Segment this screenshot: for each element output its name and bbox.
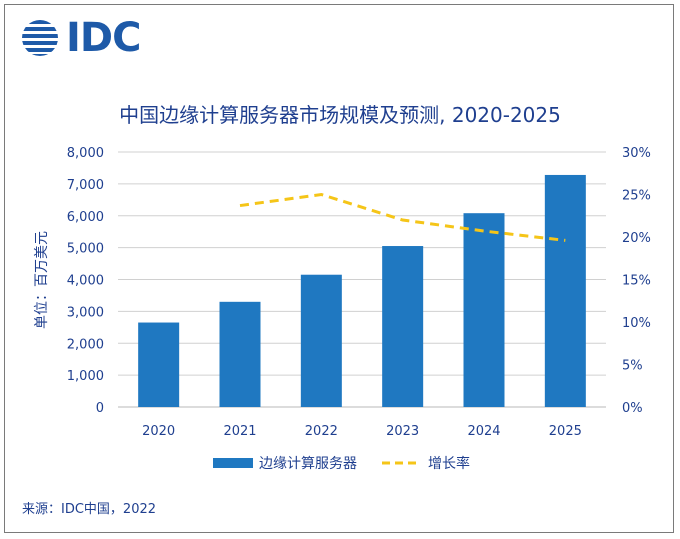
legend-bar-swatch xyxy=(213,458,253,468)
x-tick-label: 2023 xyxy=(386,424,419,439)
y-tick-label: 7,000 xyxy=(67,178,104,193)
y-tick-label: 3,000 xyxy=(67,305,104,320)
bar xyxy=(544,174,586,407)
bar xyxy=(138,322,180,407)
y2-tick-label: 10% xyxy=(622,316,651,331)
bar xyxy=(463,213,505,407)
gridlines xyxy=(118,151,606,408)
x-tick-label: 2024 xyxy=(467,424,500,439)
y-tick-label: 2,000 xyxy=(67,337,104,352)
growth-line-series xyxy=(239,192,566,242)
y2-tick-label: 5% xyxy=(622,359,643,374)
bar-series xyxy=(138,174,586,407)
bar xyxy=(300,274,342,407)
y-tick-label: 4,000 xyxy=(67,274,104,289)
legend: 边缘计算服务器 增长率 xyxy=(213,455,470,472)
y-tick-label: 6,000 xyxy=(67,210,104,225)
source-note: 来源：IDC中国，2022 xyxy=(22,502,157,517)
y2-tick-label: 20% xyxy=(622,231,651,246)
y2-tick-label: 15% xyxy=(622,274,651,289)
y-axis-label: 单位：百万美元 xyxy=(34,231,50,329)
growth-line xyxy=(239,192,566,242)
x-tick-label: 2020 xyxy=(142,424,175,439)
x-tick-label: 2021 xyxy=(223,424,256,439)
y2-tick-label: 0% xyxy=(622,401,643,416)
legend-bar-label: 边缘计算服务器 xyxy=(259,456,357,472)
x-axis-ticks: 2020 2021 2022 2023 2024 2025 xyxy=(142,424,582,439)
chart-title: 中国边缘计算服务器市场规模及预测, 2020-2025 xyxy=(119,103,561,127)
x-tick-label: 2022 xyxy=(305,424,338,439)
y-tick-label: 5,000 xyxy=(67,242,104,257)
globe-icon xyxy=(22,20,58,56)
y2-axis-ticks: 0% 5% 10% 15% 20% 25% 30% xyxy=(622,146,651,416)
y-tick-label: 0 xyxy=(96,401,104,416)
bar xyxy=(382,246,424,407)
x-tick-label: 2025 xyxy=(549,424,582,439)
bar xyxy=(219,301,261,407)
y2-tick-label: 25% xyxy=(622,189,651,204)
idc-logo: IDC xyxy=(20,15,141,61)
y-axis-ticks: 0 1,000 2,000 3,000 4,000 5,000 6,000 7,000 8,00… xyxy=(67,146,104,416)
y-tick-label: 8,000 xyxy=(67,146,104,161)
legend-line-label: 增长率 xyxy=(428,455,470,472)
logo-text: IDC xyxy=(66,15,141,61)
y2-tick-label: 30% xyxy=(622,146,651,161)
y-tick-label: 1,000 xyxy=(67,369,104,384)
